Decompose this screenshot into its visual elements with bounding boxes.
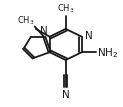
Text: CH$_3$: CH$_3$ (17, 15, 34, 27)
Text: CH$_3$: CH$_3$ (57, 2, 74, 15)
Text: NH$_2$: NH$_2$ (97, 46, 118, 60)
Text: N: N (62, 90, 70, 100)
Text: N: N (85, 31, 93, 41)
Text: N: N (40, 26, 48, 36)
